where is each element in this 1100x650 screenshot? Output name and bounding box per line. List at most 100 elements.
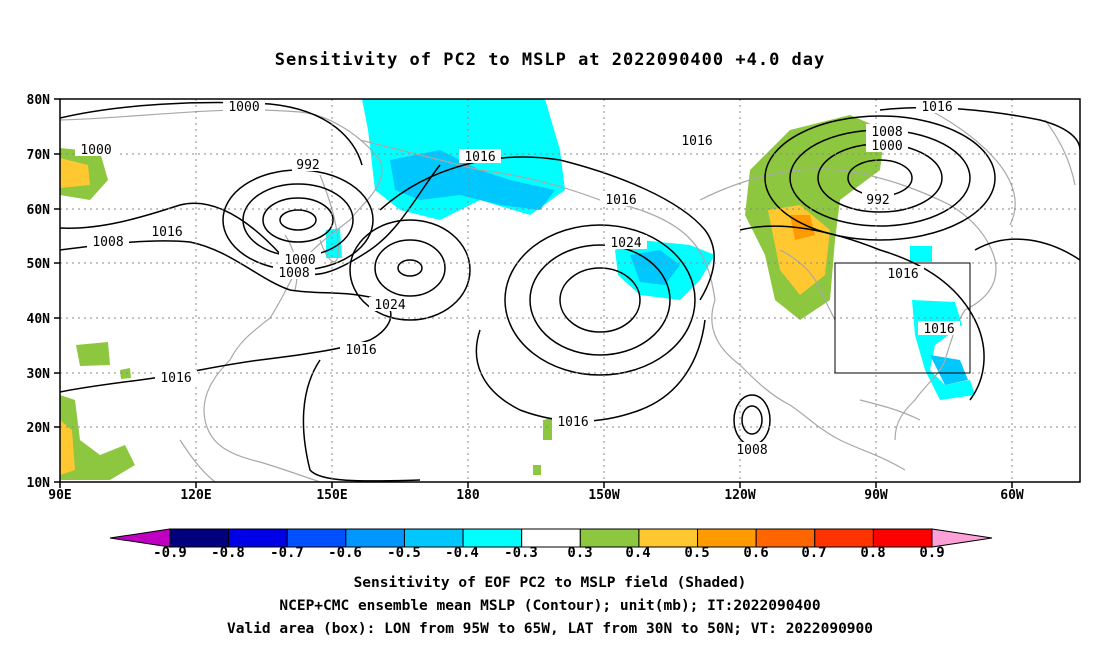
shade-positive-small-b	[543, 418, 552, 440]
isobar-label-text: 1008	[92, 235, 123, 250]
isobar-label-text: 992	[296, 158, 319, 173]
lon-label: 90E	[48, 488, 71, 503]
isobar-label: 1016	[918, 321, 960, 337]
isobar-label: 1000	[279, 252, 321, 268]
isobar-label: 992	[862, 192, 894, 208]
isobar-label: 1024	[605, 235, 647, 251]
shade-positive-canada-core	[768, 205, 830, 295]
isobar-label-text: 1000	[80, 143, 111, 158]
colorbar-label: 0.4	[625, 545, 650, 561]
shade-positive-korea	[76, 342, 110, 366]
sensitivity-shading	[60, 99, 975, 480]
isobar-1016-south	[302, 359, 421, 482]
isobar-high-1024-east-inner	[559, 267, 641, 333]
longitude-labels: 90E 120E 150E 180 150W 120W 90W 60W	[48, 488, 1024, 503]
isobar-label-text: 1016	[605, 193, 636, 208]
isobar-label: 1008	[87, 234, 129, 250]
lon-label: 180	[456, 488, 480, 503]
isobar-label-text: 1000	[284, 253, 315, 268]
isobar-label: 1024	[369, 297, 411, 313]
caption-shading: Sensitivity of EOF PC2 to MSLP field (Sh…	[353, 575, 747, 591]
colorbar-label: 0.7	[801, 545, 826, 561]
shade-negative-newfoundland	[910, 246, 932, 262]
isobar-high-1024-west	[349, 219, 471, 321]
isobar-low-992-canada	[764, 115, 996, 241]
isobar-label: 1016	[155, 370, 197, 386]
isobar-label-text: 1016	[923, 322, 954, 337]
shade-positive-small-c	[533, 465, 541, 475]
colorbar-labels: -0.9 -0.8 -0.7 -0.6 -0.5 -0.4 -0.3 0.3 0…	[153, 545, 945, 561]
isobar-label: 1000	[75, 142, 117, 158]
lon-label: 90W	[864, 488, 888, 503]
colorbar-label: -0.6	[328, 545, 362, 561]
isobar-label-text: 1016	[160, 371, 191, 386]
isobar-low-992-core	[279, 209, 317, 231]
isobar-label: 1008	[273, 265, 315, 281]
isobar-label: 1016	[916, 99, 958, 115]
isobar-label-text: 1016	[345, 343, 376, 358]
shade-negative-alaska-core	[630, 250, 680, 285]
isobar-1016-north-pacific	[379, 156, 715, 301]
isobar-label: 1008	[731, 442, 773, 458]
colorbar-label: -0.4	[445, 545, 479, 561]
lat-label: 70N	[27, 148, 51, 163]
isobar-label: 1016	[676, 133, 718, 149]
shade-negative-eastus	[912, 300, 975, 400]
lat-label: 60N	[27, 203, 51, 218]
map-title: Sensitivity of PC2 to MSLP at 2022090400…	[274, 50, 826, 70]
isobar-label-text: 1008	[278, 266, 309, 281]
isobar-low-1008-mexico-inner	[741, 405, 763, 435]
isobar-label: 992	[292, 157, 324, 173]
isobar-label: 1016	[882, 266, 924, 282]
colorbar-label: -0.8	[211, 545, 245, 561]
isobar-label: 1000	[223, 99, 265, 115]
valid-area-box	[834, 262, 971, 374]
lon-label: 120W	[724, 488, 755, 503]
colorbar-swatches	[169, 528, 933, 548]
lat-label: 50N	[27, 257, 51, 272]
isobar-label: 1016	[459, 149, 501, 165]
isobar-high-1024-east	[504, 224, 696, 376]
isobar-label-text: 1008	[736, 443, 767, 458]
colorbar-label: -0.3	[504, 545, 538, 561]
colorbar	[109, 528, 993, 548]
isobar-label: 1016	[552, 414, 594, 430]
isobar-label: 1016	[600, 192, 642, 208]
isobar-label-text: 1024	[610, 236, 641, 251]
isobar-label-text: 1000	[871, 139, 902, 154]
shade-negative-bering-core	[390, 150, 555, 210]
lon-label: 120E	[180, 488, 211, 503]
isobar-high-1024-east-mid	[529, 244, 671, 356]
isobar-label-text: 1016	[681, 134, 712, 149]
isobar-high-1024-west-core	[397, 259, 423, 277]
isobar-label-text: 1016	[151, 225, 182, 240]
isobar-low-1008-mexico	[733, 394, 771, 446]
map-frame	[59, 98, 1081, 483]
colorbar-label: 0.3	[567, 545, 592, 561]
colorbar-label: -0.5	[387, 545, 421, 561]
isobar-label-text: 1016	[921, 100, 952, 115]
lon-label: 60W	[1000, 488, 1024, 503]
lat-label: 80N	[27, 93, 51, 108]
colorbar-label: 0.6	[743, 545, 768, 561]
lat-label: 40N	[27, 312, 51, 327]
caption-contours: NCEP+CMC ensemble mean MSLP (Contour); u…	[279, 598, 821, 614]
colorbar-label: -0.9	[153, 545, 187, 561]
colorbar-label: 0.9	[919, 545, 944, 561]
isobar-labels: 1000 1000 992 1008 1016 1000 1008 1024 1…	[75, 99, 960, 458]
isobar-label: 1016	[146, 224, 188, 240]
isobar-label-text: 1016	[557, 415, 588, 430]
shade-positive-sw-core	[60, 420, 75, 475]
isobar-low-992-mid	[242, 183, 354, 257]
caption-valid-area: Valid area (box): LON from 95W to 65W, L…	[226, 621, 873, 637]
shade-negative-eastus-core	[930, 355, 968, 385]
isobar-1016-east-us	[739, 225, 985, 401]
shade-positive-small-a	[120, 368, 131, 379]
isobar-1016-atlantic	[974, 238, 1080, 261]
colorbar-high-extension	[931, 528, 993, 548]
lat-label: 30N	[27, 367, 51, 382]
lat-label: 20N	[27, 421, 51, 436]
isobar-1016-east-pacific	[475, 319, 706, 422]
isobar-high-1024-west-inner	[374, 239, 446, 297]
